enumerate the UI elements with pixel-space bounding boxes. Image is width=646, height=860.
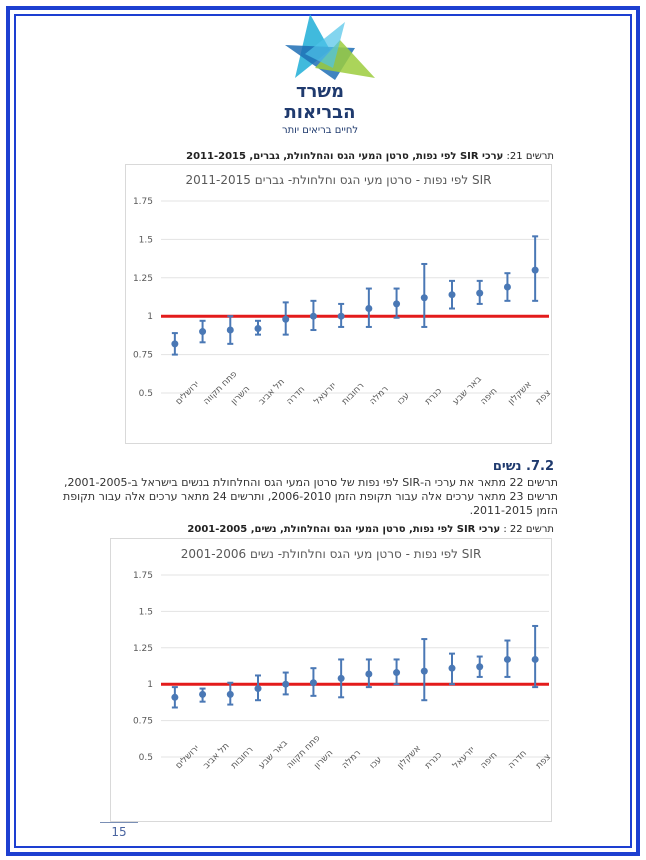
- data-point: [503, 655, 511, 663]
- data-point: [309, 312, 317, 320]
- data-point: [420, 294, 428, 302]
- caption-text: ערכי SIR לפי נפות, סרטן המעי הגס והחלחול…: [187, 524, 501, 535]
- y-tick-label: 0.5: [139, 389, 153, 399]
- x-tick-label: חדרה: [285, 385, 308, 408]
- x-tick-label: צפת: [534, 752, 551, 771]
- y-tick-label: 1.75: [133, 571, 153, 581]
- data-point: [476, 663, 484, 671]
- y-tick-label: 0.5: [139, 753, 153, 763]
- section-paragraph: תרשים 22 מתאר את ערכי ה-SIR לפי נפות של …: [63, 476, 558, 517]
- y-tick-label: 1.5: [139, 235, 153, 245]
- y-tick-label: 1: [147, 312, 153, 322]
- data-point: [171, 693, 179, 701]
- chart-title: SIR לפי נפות - סרטן מעי הגס וחלחולת- נשי…: [180, 547, 482, 561]
- x-tick-label: חיפה: [479, 750, 500, 771]
- x-tick-label: חדרה: [506, 749, 529, 772]
- chart-title: SIR לפי נפות - סרטן מעי הגס וחלחולת- גבר…: [185, 173, 492, 187]
- x-tick-label: יזרעאל: [312, 381, 338, 407]
- x-tick-label: חיפה: [479, 386, 500, 407]
- data-point: [393, 669, 401, 677]
- data-point: [393, 300, 401, 308]
- page-number: 15: [100, 822, 138, 839]
- x-tick-label: השרון: [312, 748, 335, 771]
- data-point: [503, 283, 511, 291]
- data-point: [531, 266, 539, 274]
- x-tick-label: באר שבע: [451, 374, 484, 407]
- data-point: [282, 315, 290, 323]
- data-point: [254, 685, 262, 693]
- logo-line1: משרד: [295, 81, 345, 102]
- caption-prefix: תרשים 22 :: [503, 524, 554, 535]
- y-tick-label: 1: [147, 680, 153, 690]
- page-border-inner: [14, 14, 632, 848]
- x-tick-label: רמלה: [340, 748, 363, 771]
- y-tick-label: 1.75: [133, 197, 153, 207]
- chart-women: SIR לפי נפות - סרטן מעי הגס וחלחולת- נשי…: [110, 538, 552, 822]
- data-point: [254, 324, 262, 332]
- y-tick-label: 0.75: [133, 351, 153, 361]
- chart-men: SIR לפי נפות - סרטן מעי הגס וחלחולת- גבר…: [125, 164, 552, 444]
- data-point: [309, 679, 317, 687]
- data-point: [531, 655, 539, 663]
- data-point: [171, 340, 179, 348]
- caption-prefix: תרשים 21:: [506, 151, 554, 162]
- x-tick-label: השרון: [229, 384, 252, 407]
- data-point: [448, 291, 456, 299]
- page-border: [6, 6, 640, 856]
- data-point: [420, 667, 428, 675]
- x-tick-label: כנרת: [423, 750, 444, 771]
- y-tick-label: 0.75: [133, 717, 153, 727]
- x-tick-label: באר שבע: [257, 738, 290, 771]
- x-tick-label: צפת: [534, 388, 551, 407]
- data-point: [365, 305, 373, 313]
- x-tick-label: רמלה: [368, 384, 391, 407]
- ministry-of-health-logo: משרד הבריאות לחיים בריאים יותר: [255, 12, 385, 137]
- y-tick-label: 1.5: [139, 607, 153, 617]
- data-point: [226, 326, 234, 334]
- x-tick-label: רחובות: [340, 381, 366, 407]
- section-heading: 7.2. נשים: [492, 459, 554, 474]
- logo-tagline: לחיים בריאים יותר: [281, 125, 359, 136]
- data-point: [199, 690, 207, 698]
- x-tick-label: יזרעאל: [451, 745, 477, 771]
- caption-text: ערכי SIR לפי נפות, סרטן המעי הגס והחלחול…: [186, 151, 504, 162]
- figure-21-caption: תרשים 21: ערכי SIR לפי נפות, סרטן המעי ה…: [186, 151, 554, 163]
- data-point: [448, 664, 456, 672]
- x-tick-label: תל אביב: [257, 377, 287, 407]
- data-point: [365, 670, 373, 678]
- x-tick-label: רחובות: [229, 745, 255, 771]
- logo-line2: הבריאות: [284, 102, 356, 123]
- x-tick-label: תל אביב: [202, 741, 232, 771]
- data-point: [199, 328, 207, 336]
- logo-star-icon: [285, 14, 375, 80]
- data-point: [337, 674, 345, 682]
- data-point: [226, 690, 234, 698]
- figure-22-caption: תרשים 22 : ערכי SIR לפי נפות, סרטן המעי …: [187, 524, 554, 536]
- data-point: [337, 312, 345, 320]
- x-tick-label: כנרת: [423, 386, 444, 407]
- y-tick-label: 1.25: [133, 644, 153, 654]
- data-point: [282, 680, 290, 688]
- data-point: [476, 289, 484, 297]
- y-tick-label: 1.25: [133, 274, 153, 284]
